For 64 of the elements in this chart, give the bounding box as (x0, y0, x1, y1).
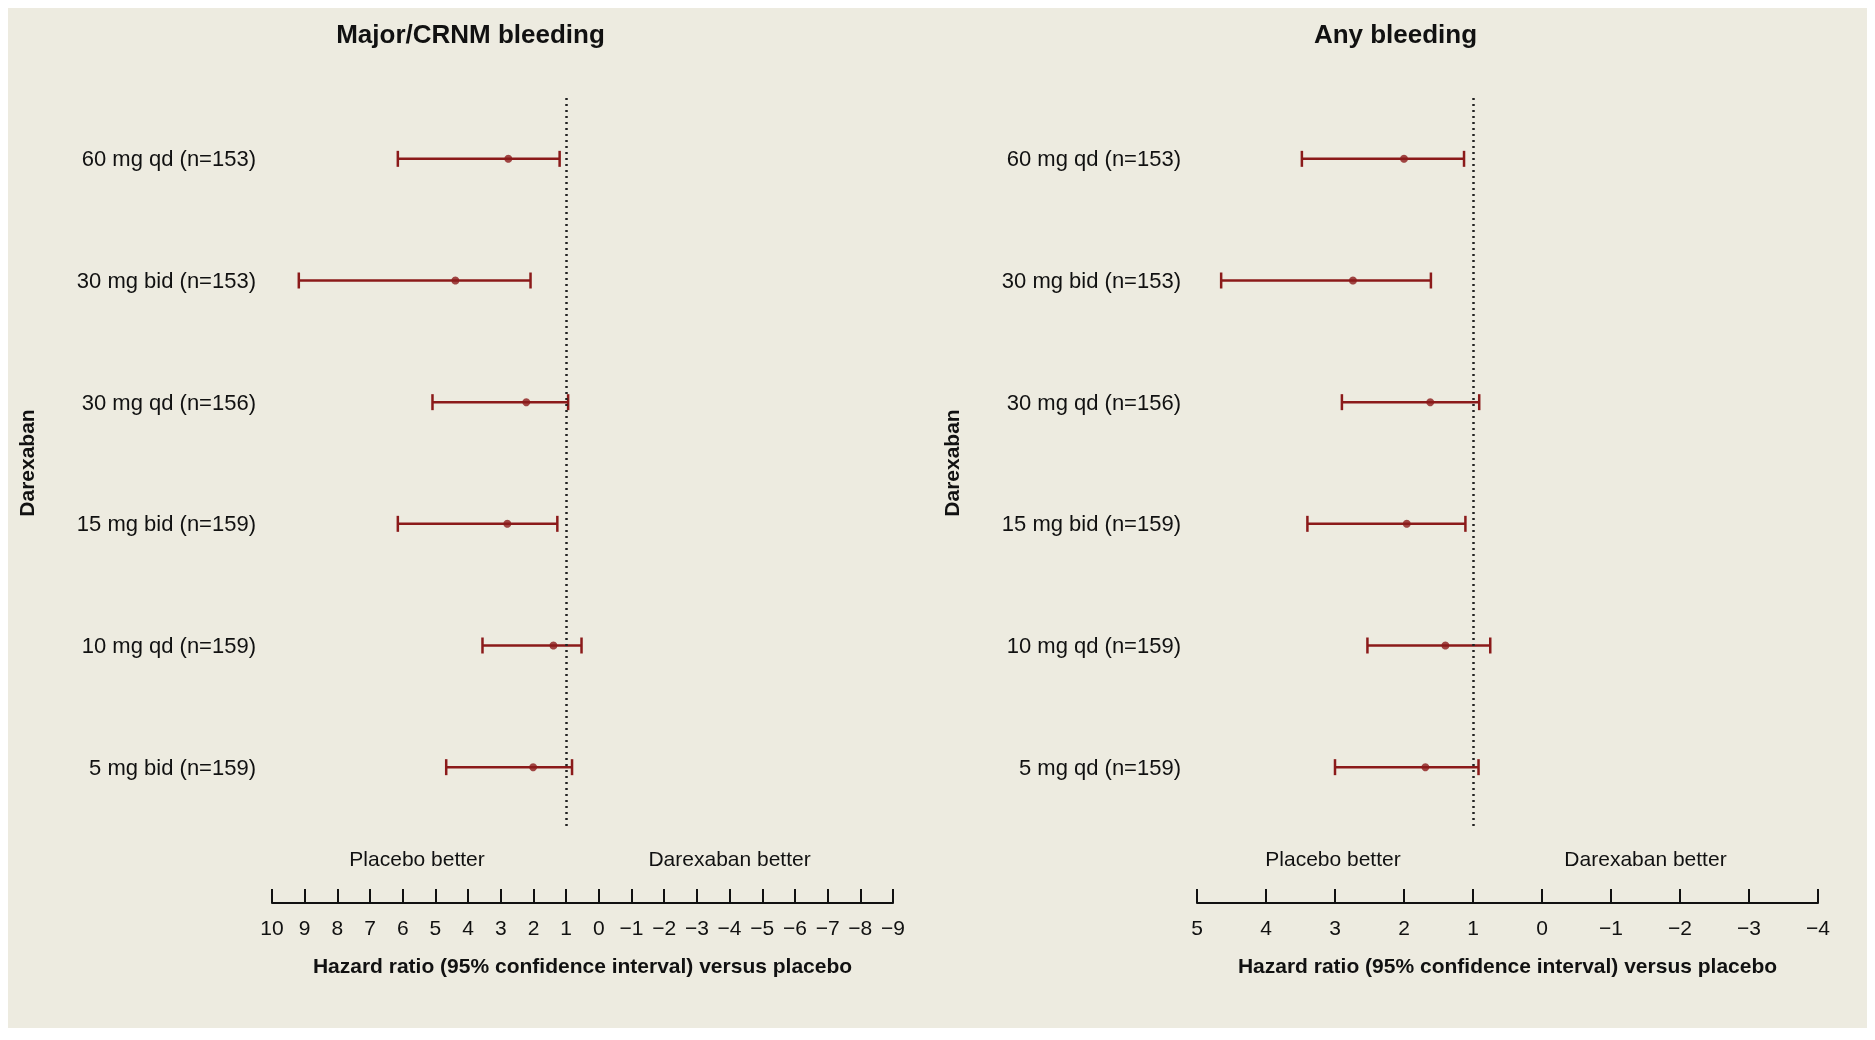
x-tick-label: 2 (527, 916, 540, 939)
point (1400, 154, 1408, 163)
x-tick-label: 0 (593, 916, 605, 939)
point (522, 398, 531, 407)
x-tick-label: 1 (1467, 916, 1479, 939)
y-tick-label: 60 mg qd (n=153) (1006, 146, 1181, 172)
y-tick-label: 5 mg qd (n=159) (1018, 754, 1181, 780)
x-tick-label: −4 (717, 916, 742, 939)
point (1421, 763, 1430, 772)
x-tick-label: 9 (298, 916, 311, 939)
x-tick-label: 6 (396, 916, 409, 939)
x-tick-label: 8 (331, 916, 344, 939)
point (451, 276, 460, 285)
x-tick-label: −1 (1599, 916, 1623, 939)
x-tick-label: −1 (619, 916, 644, 939)
text: Placebo better (349, 846, 485, 870)
y-tick-label: 30 mg qd (n=156) (1006, 389, 1181, 415)
y-tick-label: 10 mg qd (n=159) (1006, 633, 1181, 658)
x-tick-label: −3 (684, 916, 709, 939)
x-tick-label: 2 (1398, 916, 1410, 939)
point (1402, 519, 1411, 528)
x-axis-title: Hazard ratio (95% confidence interval) versus placebo (312, 954, 853, 977)
x-tick-label: 10 (260, 916, 284, 939)
x-tick-label: −3 (1737, 916, 1761, 939)
x-tick-label: −9 (881, 916, 905, 939)
y-tick-label: 60 mg qd (n=153) (81, 146, 256, 172)
x-axis-title: Hazard ratio (95% confidence interval) versus placebo (1237, 954, 1778, 977)
y-tick-label: 30 mg qd (n=156) (81, 389, 256, 415)
x-tick-label: 5 (1191, 916, 1203, 939)
x-tick-label: 4 (462, 916, 475, 939)
x-tick-label: −6 (782, 916, 807, 939)
text: Darexaban better (1564, 846, 1727, 870)
text: Placebo better (1265, 846, 1401, 870)
y-axis-title: Darexaban (940, 409, 963, 517)
y-tick-label: 10 mg qd (n=159) (81, 633, 256, 658)
point (529, 763, 538, 772)
point (503, 519, 512, 528)
x-tick-label: 7 (364, 916, 376, 939)
y-tick-label: 30 mg bid (n=153) (76, 268, 256, 293)
chart-title: Any bleeding (1313, 19, 1478, 49)
point (549, 641, 558, 650)
point (1441, 641, 1450, 650)
x-tick-label: 0 (1536, 916, 1548, 939)
x-tick-label: −2 (1668, 916, 1692, 939)
x-tick-label: −2 (652, 916, 677, 939)
x-tick-label: −4 (1806, 916, 1831, 939)
y-tick-label: 15 mg bid (n=159) (1001, 511, 1181, 537)
point (1348, 276, 1357, 285)
x-tick-label: 1 (560, 916, 572, 939)
x-tick-label: 4 (1260, 916, 1273, 939)
y-tick-label: 5 mg bid (n=159) (89, 754, 256, 780)
y-tick-label: 15 mg bid (n=159) (76, 511, 256, 537)
text: Darexaban better (648, 846, 811, 870)
y-tick-label: 30 mg bid (n=153) (1001, 268, 1181, 293)
x-tick-label: 3 (1329, 916, 1341, 939)
x-tick-label: −8 (848, 916, 873, 939)
point (504, 154, 513, 163)
y-axis-title: Darexaban (15, 409, 38, 517)
x-tick-label: −7 (815, 916, 840, 939)
x-tick-label: 5 (429, 916, 442, 939)
x-tick-label: −5 (750, 916, 775, 939)
point (1426, 398, 1435, 407)
chart-title: Major/CRNM bleeding (336, 19, 605, 49)
x-tick-label: 3 (494, 916, 507, 939)
